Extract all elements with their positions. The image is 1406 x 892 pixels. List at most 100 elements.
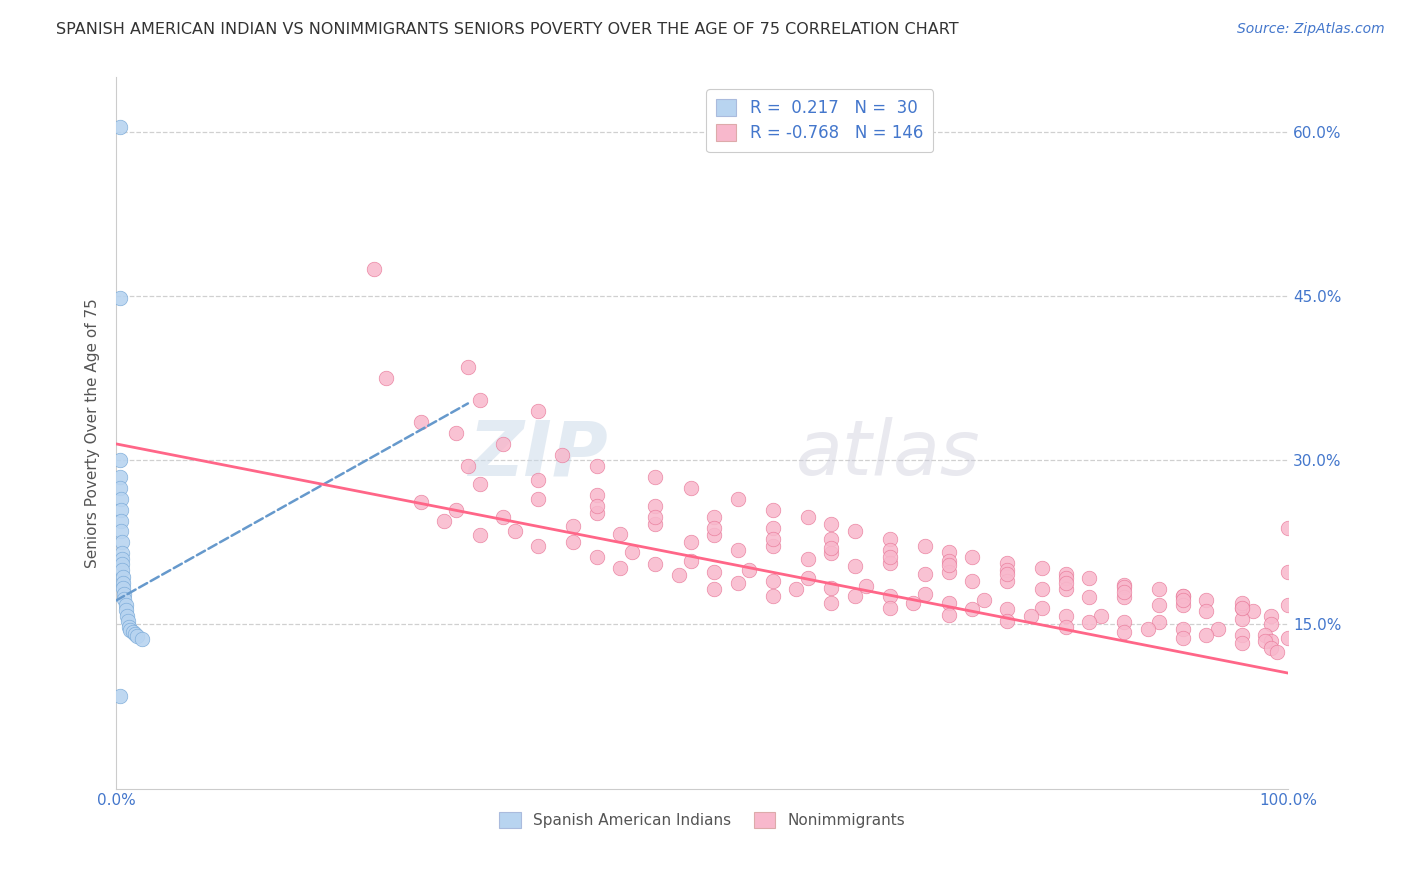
Point	[374, 371, 396, 385]
Point	[995, 602, 1018, 616]
Point	[1136, 622, 1159, 636]
Point	[797, 572, 820, 586]
Point	[120, 623, 142, 637]
Point	[879, 543, 901, 558]
Point	[114, 592, 136, 607]
Point	[995, 614, 1018, 628]
Point	[108, 453, 131, 467]
Point	[1078, 615, 1101, 630]
Point	[973, 593, 995, 607]
Point	[703, 527, 725, 541]
Point	[118, 619, 141, 633]
Point	[903, 596, 925, 610]
Point	[112, 582, 135, 596]
Point	[1230, 628, 1253, 642]
Point	[527, 491, 550, 506]
Point	[879, 601, 901, 615]
Point	[1019, 608, 1042, 623]
Point	[457, 458, 479, 473]
Point	[703, 582, 725, 597]
Point	[938, 596, 960, 610]
Point	[762, 589, 785, 603]
Point	[703, 565, 725, 579]
Point	[762, 532, 785, 546]
Text: ZIP: ZIP	[468, 417, 609, 491]
Point	[960, 602, 983, 616]
Point	[457, 360, 479, 375]
Point	[960, 549, 983, 564]
Point	[1078, 590, 1101, 604]
Point	[1265, 645, 1288, 659]
Point	[762, 502, 785, 516]
Point	[762, 574, 785, 588]
Point	[468, 393, 491, 408]
Point	[820, 541, 842, 555]
Point	[1090, 608, 1112, 623]
Point	[1277, 631, 1299, 645]
Point	[1206, 622, 1229, 636]
Point	[679, 554, 702, 568]
Point	[1254, 633, 1277, 648]
Text: SPANISH AMERICAN INDIAN VS NONIMMIGRANTS SENIORS POVERTY OVER THE AGE OF 75 CORR: SPANISH AMERICAN INDIAN VS NONIMMIGRANTS…	[56, 22, 959, 37]
Point	[668, 568, 690, 582]
Point	[679, 535, 702, 549]
Point	[1195, 593, 1218, 607]
Point	[995, 574, 1018, 588]
Point	[468, 527, 491, 541]
Point	[609, 560, 631, 574]
Point	[115, 608, 138, 623]
Point	[644, 510, 666, 524]
Point	[621, 545, 644, 559]
Point	[879, 556, 901, 570]
Point	[1114, 615, 1136, 630]
Point	[444, 425, 467, 440]
Point	[111, 546, 134, 560]
Point	[586, 506, 609, 520]
Point	[914, 539, 936, 553]
Point	[1054, 575, 1077, 590]
Point	[1230, 596, 1253, 610]
Point	[820, 546, 842, 560]
Point	[1114, 580, 1136, 594]
Point	[108, 469, 131, 483]
Point	[738, 563, 761, 577]
Point	[644, 516, 666, 531]
Point	[586, 488, 609, 502]
Point	[1031, 582, 1053, 597]
Point	[703, 510, 725, 524]
Point	[995, 556, 1018, 570]
Point	[111, 563, 134, 577]
Point	[1078, 572, 1101, 586]
Point	[1241, 604, 1264, 618]
Point	[820, 596, 842, 610]
Point	[938, 558, 960, 573]
Point	[527, 404, 550, 418]
Point	[1054, 567, 1077, 582]
Point	[112, 570, 135, 584]
Point	[110, 502, 132, 516]
Point	[1230, 636, 1253, 650]
Point	[1230, 601, 1253, 615]
Point	[1149, 582, 1171, 597]
Point	[1031, 560, 1053, 574]
Point	[1171, 593, 1194, 607]
Point	[1171, 631, 1194, 645]
Point	[679, 481, 702, 495]
Point	[644, 469, 666, 483]
Point	[995, 563, 1018, 577]
Point	[1260, 608, 1282, 623]
Point	[562, 519, 585, 533]
Point	[108, 481, 131, 495]
Point	[586, 458, 609, 473]
Point	[468, 477, 491, 491]
Point	[644, 558, 666, 572]
Point	[1171, 598, 1194, 612]
Point	[527, 473, 550, 487]
Point	[112, 575, 135, 590]
Point	[1031, 601, 1053, 615]
Point	[1054, 619, 1077, 633]
Point	[995, 567, 1018, 582]
Point	[1195, 628, 1218, 642]
Point	[1277, 565, 1299, 579]
Point	[938, 607, 960, 622]
